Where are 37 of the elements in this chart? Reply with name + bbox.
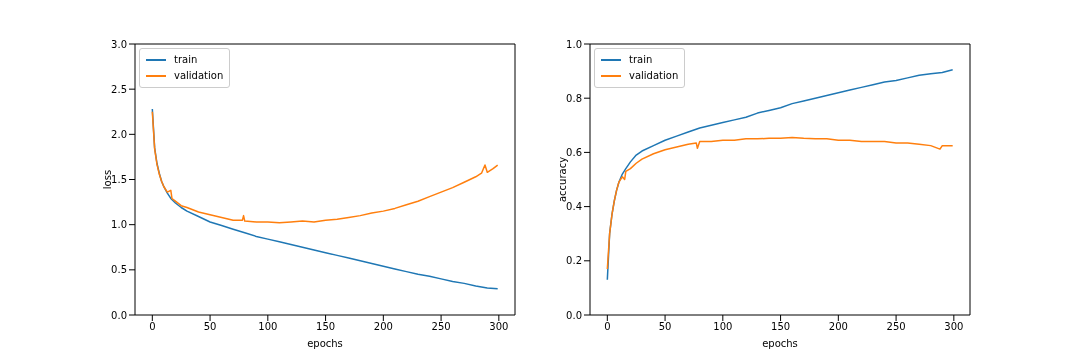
y-tick-label: 0.0 [111, 309, 127, 321]
x-tick-label: 250 [431, 321, 451, 333]
y-tick-label: 0.8 [566, 92, 582, 104]
x-tick-label: 100 [258, 321, 278, 333]
y-tick-label: 0.2 [566, 255, 582, 267]
line-series [151, 111, 499, 224]
x-tick-label: 200 [373, 321, 393, 333]
x-tick-label: 250 [886, 321, 906, 333]
y-axis-title: accuracy [556, 156, 568, 203]
x-tick-label: 0 [149, 321, 156, 333]
line-series [151, 108, 499, 290]
y-tick-label: 2.5 [111, 83, 127, 95]
x-tick-label: 150 [771, 321, 791, 333]
x-tick-label: 100 [713, 321, 733, 333]
legend-label: train [629, 53, 653, 67]
x-axis-title: epochs [762, 338, 798, 349]
y-tick-label: 1.5 [111, 174, 127, 186]
x-tick-label: 50 [658, 321, 672, 333]
y-tick-label: 0.5 [111, 264, 127, 276]
legend-label: validation [629, 69, 679, 83]
y-tick-label: 1.0 [111, 219, 127, 231]
x-tick-label: 300 [944, 321, 964, 333]
x-tick-label: 200 [828, 321, 848, 333]
y-tick-label: 1.0 [566, 38, 582, 50]
y-tick-label: 0.4 [566, 201, 582, 213]
y-tick-label: 0.6 [566, 146, 582, 158]
line-series [606, 136, 954, 270]
x-tick-label: 0 [604, 321, 611, 333]
legend-label: train [174, 53, 198, 67]
legend-label: validation [174, 69, 224, 83]
y-tick-label: 2.0 [111, 128, 127, 140]
x-axis-title: epochs [307, 338, 343, 349]
y-tick-label: 0.0 [566, 309, 582, 321]
y-tick-label: 3.0 [111, 38, 127, 50]
x-tick-label: 300 [489, 321, 509, 333]
x-tick-label: 150 [316, 321, 336, 333]
x-tick-label: 50 [203, 321, 217, 333]
